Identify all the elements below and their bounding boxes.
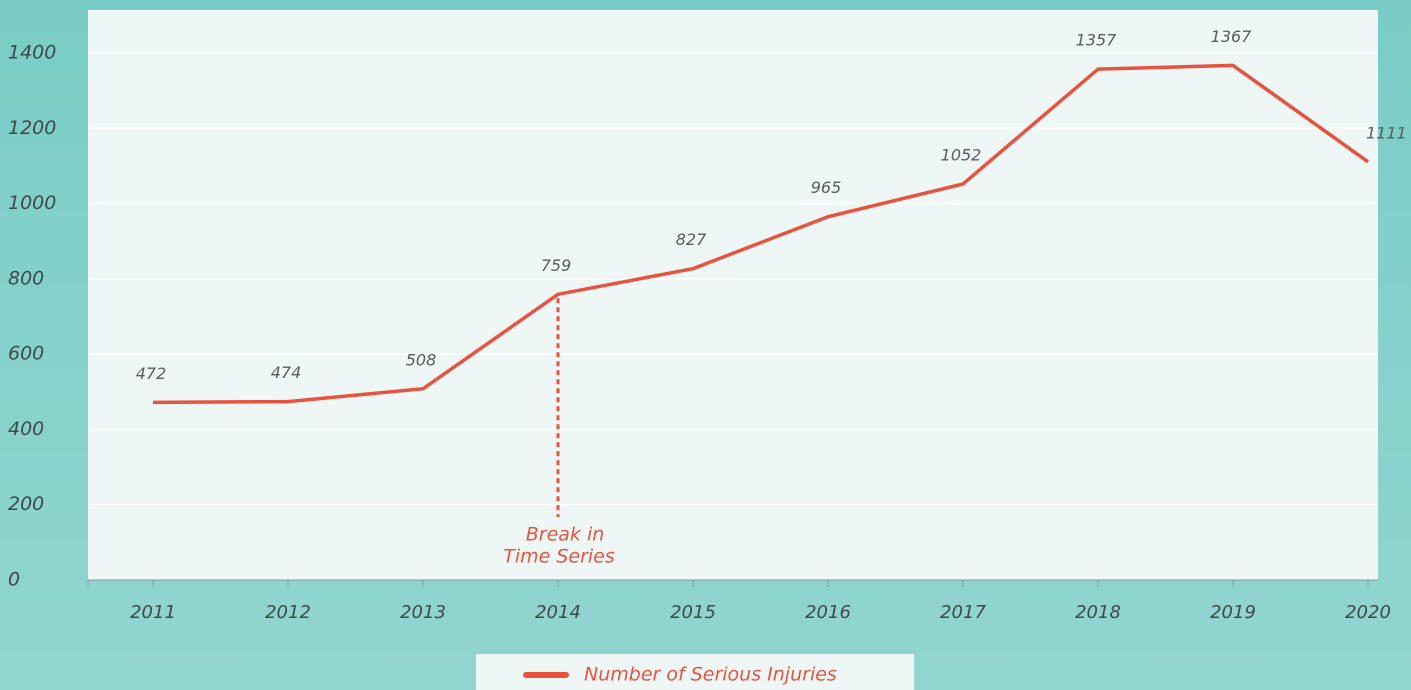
x-tick-label: 2013: [400, 602, 446, 623]
annotation-text: Break in: [526, 524, 605, 546]
plot-area: [88, 10, 1378, 580]
legend-label: Number of Serious Injuries: [584, 664, 837, 686]
data-label: 1052: [941, 145, 982, 164]
y-tick-label: 600: [8, 343, 44, 365]
data-label: 1111: [1366, 123, 1407, 142]
data-label: 1367: [1211, 27, 1253, 46]
series-line: [152, 63, 1370, 405]
annotation-text: Time Series: [503, 546, 615, 568]
y-tick-label: 400: [8, 418, 44, 440]
data-label: 474: [271, 363, 302, 382]
data-label: 1357: [1076, 31, 1118, 50]
x-tick-label: 2018: [1075, 602, 1121, 623]
data-label: 965: [811, 178, 842, 197]
x-tick-label: 2011: [130, 602, 176, 623]
y-tick-label: 1400: [8, 42, 56, 64]
y-tick-label: 1200: [8, 117, 56, 139]
x-tick-label: 2020: [1345, 602, 1391, 623]
y-tick-label: 1000: [8, 192, 56, 214]
data-label: 472: [136, 364, 167, 383]
x-tick-label: 2016: [805, 602, 851, 623]
x-tick-label: 2019: [1210, 602, 1256, 623]
x-tick-label: 2017: [940, 602, 986, 623]
x-tick-label: 2015: [670, 602, 716, 623]
x-tick-label: 2012: [265, 602, 311, 623]
y-tick-label: 200: [8, 493, 44, 515]
y-tick-label: 800: [8, 267, 44, 289]
data-label: 759: [541, 256, 572, 275]
data-label: 827: [676, 230, 707, 249]
y-tick-label: 0: [8, 569, 20, 591]
data-label: 508: [406, 350, 437, 369]
x-tick-label: 2014: [535, 602, 581, 623]
